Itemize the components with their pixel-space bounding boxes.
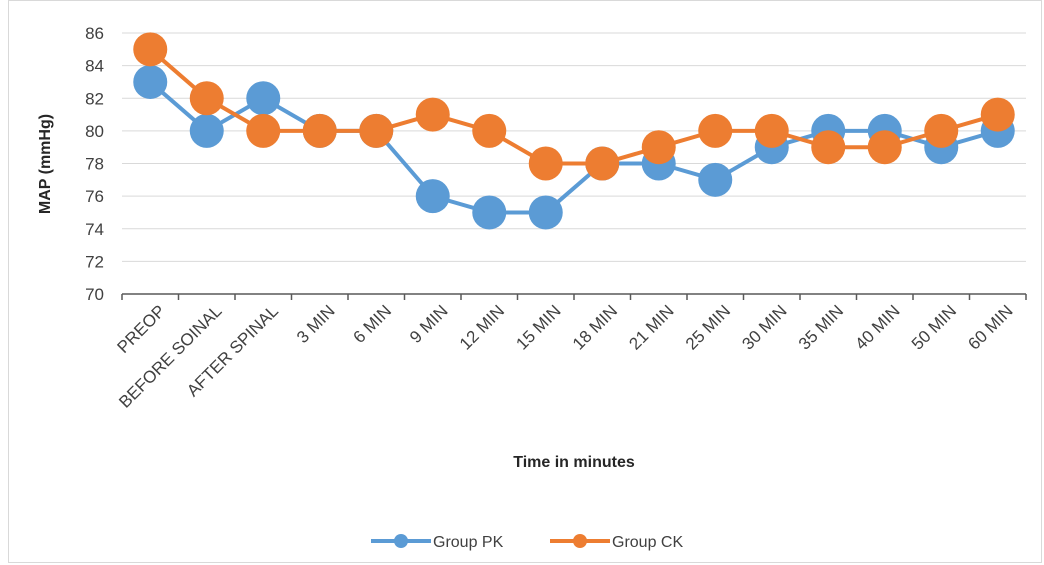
x-tick-label: 15 MIN <box>512 301 564 353</box>
data-point-series-2 <box>754 113 789 148</box>
x-axis-title: Time in minutes <box>513 454 635 471</box>
y-tick-label: 72 <box>85 252 104 271</box>
y-tick-label: 84 <box>85 57 104 76</box>
data-point-series-2 <box>924 113 959 148</box>
y-tick-label: 74 <box>85 220 104 239</box>
x-tick-label: 12 MIN <box>456 301 508 353</box>
legend-marker-1 <box>394 534 408 548</box>
data-point-series-1 <box>133 64 168 99</box>
data-point-series-1 <box>472 195 507 230</box>
data-point-series-1 <box>189 113 224 148</box>
x-tick-label: 25 MIN <box>682 301 734 353</box>
x-tick-label: 18 MIN <box>569 301 621 353</box>
data-point-series-1 <box>698 162 733 197</box>
x-tick-label: PREOP <box>114 301 170 357</box>
x-tick-label: 3 MIN <box>293 301 338 346</box>
data-point-series-2 <box>302 113 337 148</box>
legend-label-2: Group CK <box>612 534 683 551</box>
chart-frame <box>8 0 1042 563</box>
data-point-series-1 <box>528 195 563 230</box>
y-tick-label: 76 <box>85 187 104 206</box>
data-point-series-2 <box>528 146 563 181</box>
legend-label-1: Group PK <box>433 534 504 551</box>
data-point-series-2 <box>811 130 846 165</box>
y-axis-title: MAP (mmHg) <box>37 114 54 214</box>
y-tick-label: 80 <box>85 122 104 141</box>
data-point-series-2 <box>133 32 168 67</box>
series-line-1 <box>148 80 999 215</box>
data-point-series-1 <box>246 81 281 116</box>
x-tick-label: BEFORE SOINAL <box>115 301 225 411</box>
y-tick-label: 70 <box>85 285 104 304</box>
data-point-series-2 <box>980 97 1015 132</box>
data-point-series-2 <box>641 130 676 165</box>
data-point-series-2 <box>472 113 507 148</box>
data-point-series-2 <box>359 113 394 148</box>
data-point-series-2 <box>415 97 450 132</box>
data-point-series-2 <box>189 81 224 116</box>
x-tick-label: 60 MIN <box>964 301 1016 353</box>
data-point-series-1 <box>415 179 450 214</box>
y-tick-label: 86 <box>85 24 104 43</box>
y-tick-label: 78 <box>85 155 104 174</box>
data-point-series-2 <box>246 113 281 148</box>
y-tick-label: 82 <box>85 89 104 108</box>
x-tick-label: 9 MIN <box>406 301 451 346</box>
legend-marker-2 <box>573 534 587 548</box>
x-tick-label: 50 MIN <box>908 301 960 353</box>
x-tick-label: 35 MIN <box>795 301 847 353</box>
x-tick-label: 40 MIN <box>851 301 903 353</box>
series-line-2 <box>148 47 999 166</box>
x-tick-label: 6 MIN <box>350 301 395 346</box>
x-tick-label: 21 MIN <box>625 301 677 353</box>
x-tick-label: 30 MIN <box>738 301 790 353</box>
data-point-series-2 <box>585 146 620 181</box>
data-point-series-2 <box>698 113 733 148</box>
data-point-series-2 <box>867 130 902 165</box>
